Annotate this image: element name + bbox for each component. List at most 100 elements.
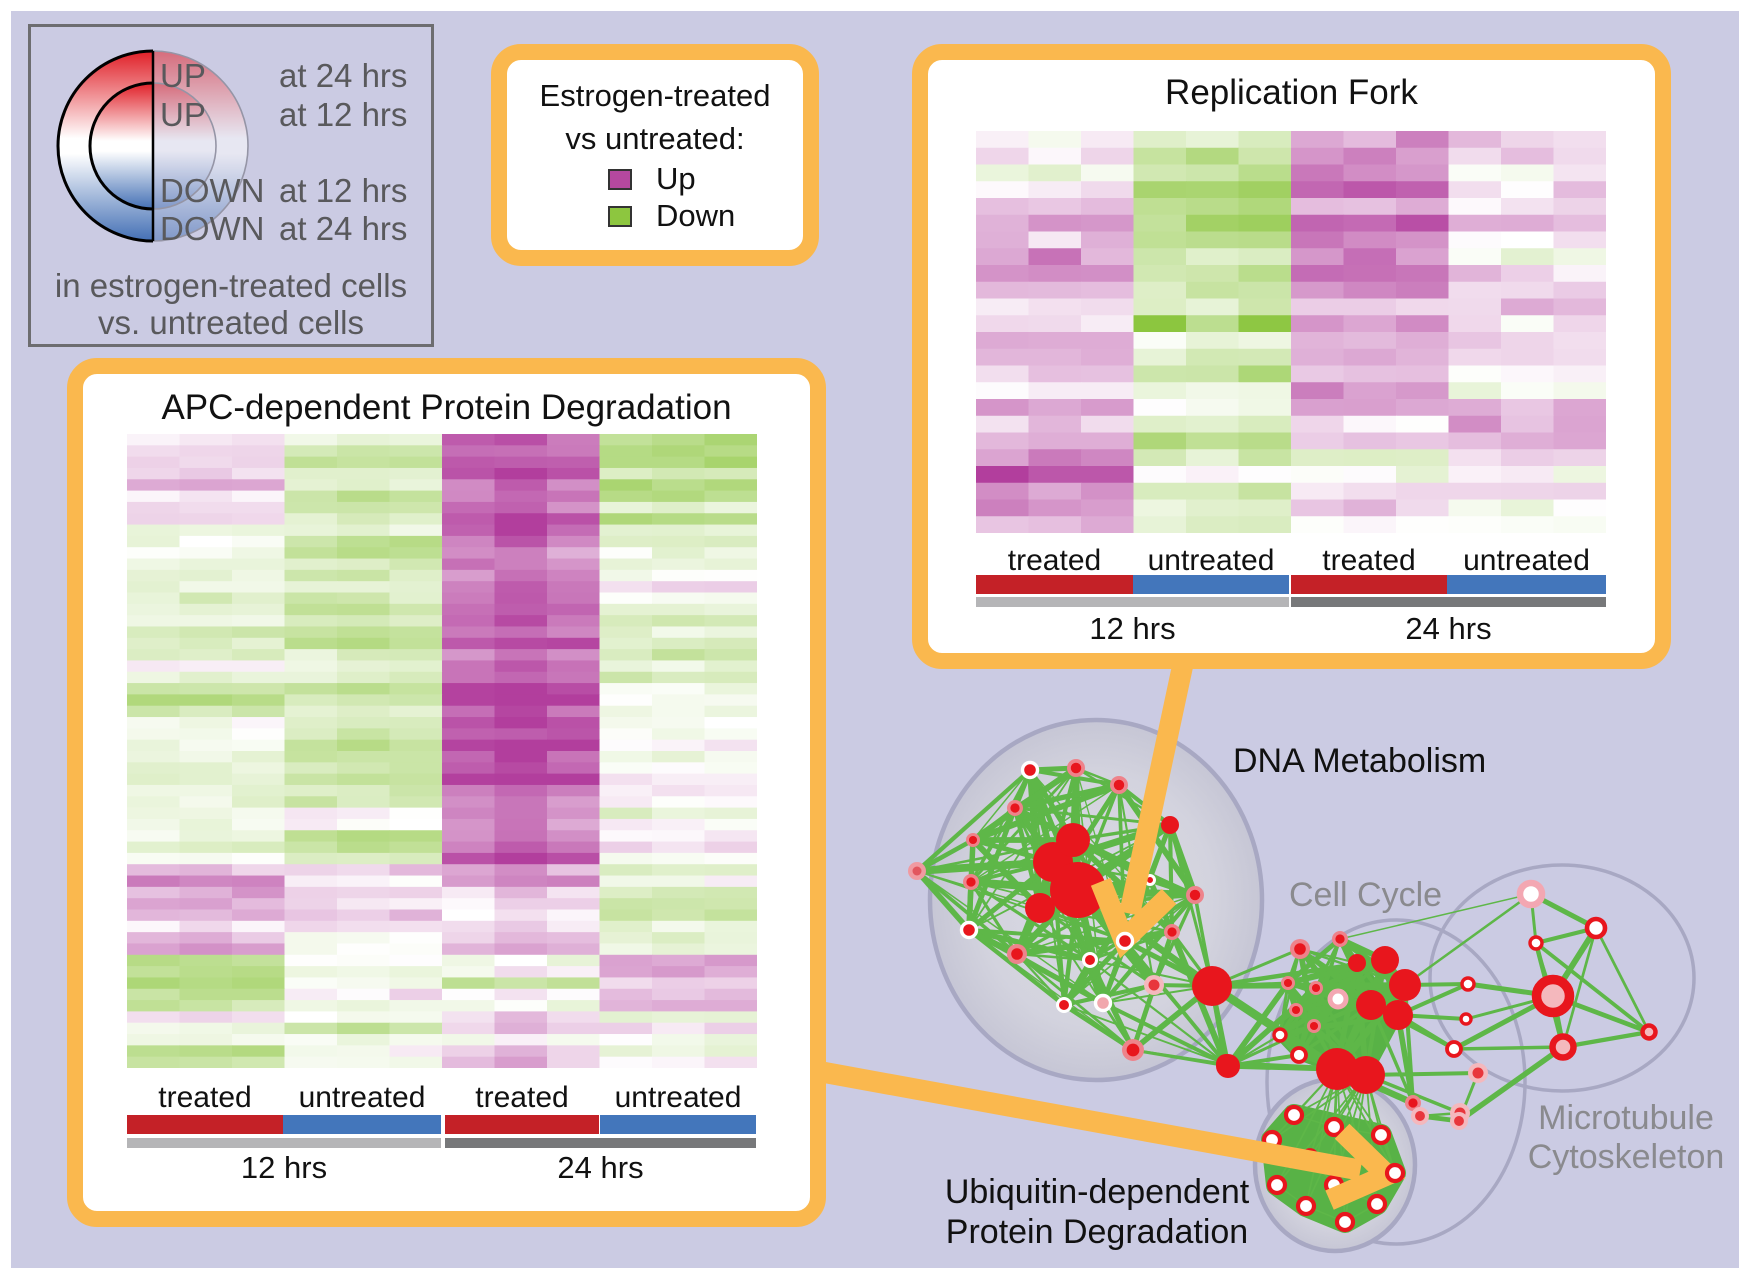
heatmap-cell	[337, 728, 391, 741]
heatmap-cell	[337, 569, 391, 582]
heatmap-cell	[337, 954, 391, 967]
heatmap-cell	[547, 920, 601, 933]
heatmap-cell	[547, 784, 601, 797]
heatmap-cell	[652, 920, 706, 933]
heatmap-cell	[1186, 516, 1240, 534]
heatmap-cell	[652, 1011, 706, 1024]
heatmap-cell	[442, 1022, 496, 1035]
heatmap-cell	[442, 569, 496, 582]
heatmap-cell	[599, 558, 653, 571]
heatmap-cell	[389, 479, 443, 492]
heatmap-cell	[494, 649, 548, 662]
heatmap-cell	[704, 524, 758, 537]
cluster-circle	[1265, 918, 1527, 1246]
heatmap-cell	[127, 1034, 181, 1046]
heatmap-cell	[704, 456, 758, 469]
heatmap-cell	[127, 977, 181, 990]
heatmap-cell	[389, 807, 443, 820]
heatmap-cell	[284, 954, 338, 967]
untreated-bar	[600, 1115, 756, 1134]
heatmap-cell	[127, 988, 181, 1001]
heatmap-cell	[976, 281, 1030, 300]
heatmap-cell	[1553, 181, 1607, 199]
heatmap-cell	[652, 513, 706, 526]
heatmap-cell	[704, 434, 758, 446]
score-direction-label: UP	[160, 96, 206, 133]
heatmap-cell	[652, 456, 706, 469]
heatmap-cell	[284, 637, 338, 650]
heatmap-cell	[284, 818, 338, 831]
network-edge	[1102, 1001, 1227, 1066]
heatmap-cell	[1501, 399, 1555, 417]
heatmap-cell	[704, 547, 758, 560]
heatmap-cell	[1501, 415, 1555, 434]
heatmap-cell	[232, 1034, 286, 1046]
heatmap-cell	[1028, 248, 1082, 266]
heatmap-cell	[652, 830, 706, 843]
heatmap-cell	[652, 434, 706, 446]
heatmap-cell	[442, 739, 496, 752]
cluster-label: DNA Metabolism	[1233, 742, 1486, 780]
heatmap-cell	[547, 1011, 601, 1024]
network-edge	[1305, 1068, 1338, 1207]
heatmap-cell	[127, 784, 181, 797]
network-node	[1283, 1104, 1305, 1126]
heatmap-cell	[1133, 214, 1187, 233]
heatmap-cell	[599, 864, 653, 877]
heatmap-cell	[1501, 382, 1555, 400]
heatmap-cell	[704, 615, 758, 628]
col-group-label: treated	[1007, 544, 1102, 577]
heatmap-cell	[1028, 432, 1082, 450]
heatmap-cell	[442, 694, 496, 707]
heatmap-cell	[704, 796, 758, 809]
heatmap-cell	[1343, 415, 1397, 434]
heatmap-cell	[1553, 164, 1607, 182]
heatmap-cell	[179, 818, 233, 831]
heatmap-cell	[389, 1022, 443, 1035]
heatmap-cell	[1291, 482, 1345, 501]
heatmap-cell	[1238, 399, 1292, 417]
heatmap-cell	[652, 728, 706, 741]
heatmap-cell	[652, 796, 706, 809]
heatmap-cell	[1291, 332, 1345, 350]
heatmap-cell	[442, 547, 496, 560]
heatmap-cell	[547, 694, 601, 707]
heatmap-cell	[599, 966, 653, 979]
heatmap-cell	[284, 694, 338, 707]
network-node-core	[1070, 762, 1082, 774]
heatmap-cell	[337, 864, 391, 877]
heatmap-cell	[284, 603, 338, 616]
heatmap-cell	[127, 818, 181, 831]
heatmap-cell	[976, 265, 1030, 283]
heatmap-cell	[1448, 298, 1502, 316]
heatmap-cell	[1501, 198, 1555, 216]
score-time-label: at 12 hrs	[279, 172, 408, 209]
heatmap-cell	[179, 637, 233, 650]
heatmap-cell	[127, 671, 181, 684]
score-caption-line1: in estrogen-treated cells	[54, 267, 408, 304]
network-edge	[1089, 959, 1213, 987]
heatmap-cell	[652, 1034, 706, 1046]
heatmap-cell	[976, 499, 1030, 517]
heatmap-cell	[179, 1056, 233, 1069]
heatmap-cell	[599, 626, 653, 639]
time-span-bar	[1291, 597, 1606, 607]
heatmap-cell	[179, 739, 233, 752]
heatmap-cell	[442, 796, 496, 809]
heatmap-cell	[599, 694, 653, 707]
heatmap-cell	[547, 501, 601, 514]
heatmap-cell	[337, 592, 391, 605]
heatmap-cell	[127, 456, 181, 469]
heatmap-cell	[1081, 348, 1135, 367]
heatmap-cell	[389, 467, 443, 480]
heatmap-cell	[127, 660, 181, 673]
heatmap-cell	[284, 762, 338, 775]
heatmap-cell	[337, 479, 391, 492]
score-legend-box: UP UP DOWN DOWN at 24 hrs at 12 hrs at 12 hrs a…	[28, 24, 434, 347]
network-node	[1460, 976, 1476, 992]
heatmap-cell	[442, 920, 496, 933]
network-edge	[1101, 893, 1197, 1005]
heatmap-cell	[1501, 298, 1555, 316]
heatmap-cell	[442, 886, 496, 899]
heatmap-cell	[442, 728, 496, 741]
